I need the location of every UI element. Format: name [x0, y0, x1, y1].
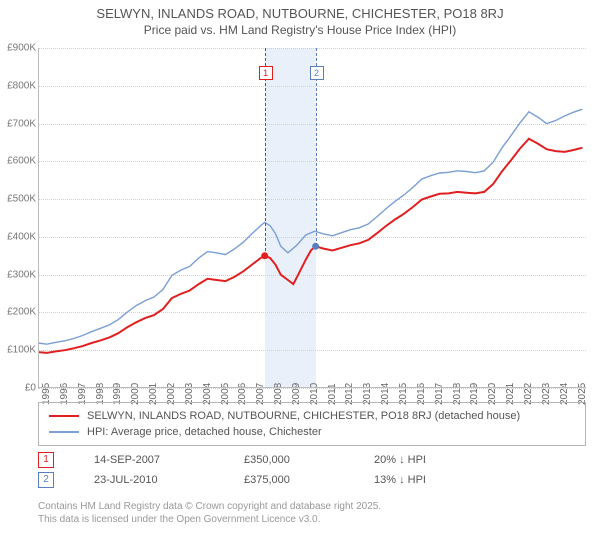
legend-swatch	[49, 431, 79, 433]
footer-line-2: This data is licensed under the Open Gov…	[38, 513, 381, 526]
chart-plot-area: £0£100K£200K£300K£400K£500K£600K£700K£80…	[38, 48, 586, 388]
sale-marker-label: 1	[259, 66, 273, 80]
title-block: SELWYN, INLANDS ROAD, NUTBOURNE, CHICHES…	[0, 0, 600, 37]
chart-svg	[38, 48, 586, 388]
footer-attribution: Contains HM Land Registry data © Crown c…	[38, 500, 381, 526]
sale-date: 23-JUL-2010	[94, 474, 204, 486]
sale-table-marker: 1	[38, 452, 54, 468]
sale-price: £375,000	[244, 474, 334, 486]
legend-item: SELWYN, INLANDS ROAD, NUTBOURNE, CHICHES…	[49, 408, 575, 424]
legend-label: HPI: Average price, detached house, Chic…	[87, 426, 322, 438]
legend-swatch	[49, 415, 79, 417]
legend-label: SELWYN, INLANDS ROAD, NUTBOURNE, CHICHES…	[87, 410, 520, 422]
y-axis-tick: £0	[2, 383, 36, 394]
sale-date: 14-SEP-2007	[94, 454, 204, 466]
chart-title: SELWYN, INLANDS ROAD, NUTBOURNE, CHICHES…	[0, 6, 600, 21]
y-axis-tick: £200K	[2, 307, 36, 318]
sale-price: £350,000	[244, 454, 334, 466]
sale-markers-table: 1 14-SEP-2007 £350,000 20% ↓ HPI 2 23-JUL-201…	[38, 450, 474, 490]
y-axis-tick: £100K	[2, 345, 36, 356]
legend: SELWYN, INLANDS ROAD, NUTBOURNE, CHICHES…	[38, 402, 586, 446]
y-axis-tick: £900K	[2, 43, 36, 54]
y-axis-tick: £800K	[2, 80, 36, 91]
y-axis-tick: £300K	[2, 269, 36, 280]
legend-item: HPI: Average price, detached house, Chic…	[49, 424, 575, 440]
series-line-hpi	[38, 109, 582, 344]
y-axis-tick: £400K	[2, 231, 36, 242]
sale-table-marker: 2	[38, 472, 54, 488]
sale-delta: 20% ↓ HPI	[374, 454, 474, 466]
sale-delta: 13% ↓ HPI	[374, 474, 474, 486]
chart-subtitle: Price paid vs. HM Land Registry's House …	[0, 23, 600, 37]
y-axis-tick: £500K	[2, 194, 36, 205]
sale-table-row: 2 23-JUL-2010 £375,000 13% ↓ HPI	[38, 470, 474, 490]
axis-bottom	[38, 387, 586, 388]
y-axis-tick: £700K	[2, 118, 36, 129]
sale-marker-label: 2	[310, 66, 324, 80]
footer-line-1: Contains HM Land Registry data © Crown c…	[38, 500, 381, 513]
axis-left	[38, 48, 39, 388]
sale-table-row: 1 14-SEP-2007 £350,000 20% ↓ HPI	[38, 450, 474, 470]
y-axis-tick: £600K	[2, 156, 36, 167]
series-line-subject	[38, 139, 582, 353]
chart-container: SELWYN, INLANDS ROAD, NUTBOURNE, CHICHES…	[0, 0, 600, 560]
